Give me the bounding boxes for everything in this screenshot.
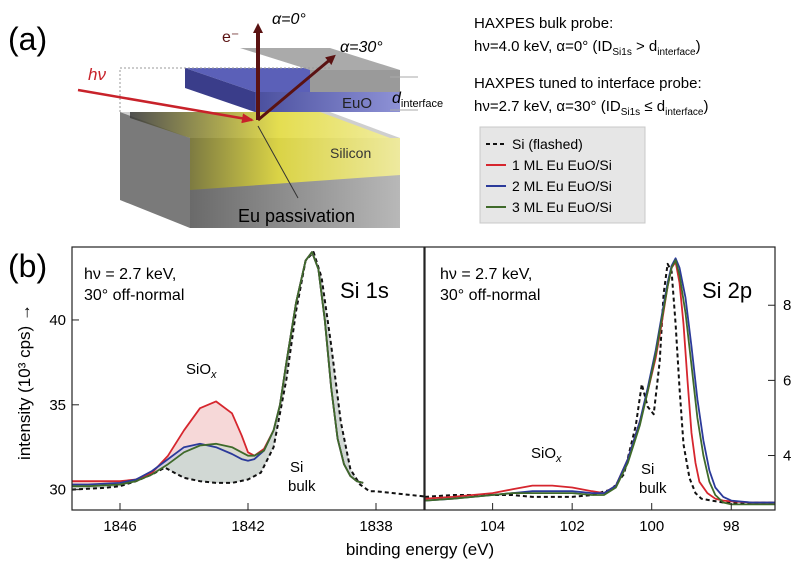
panel-a-label: (a) bbox=[8, 21, 47, 57]
chart-si-1s-annotation-1: hν = 2.7 keV, bbox=[84, 266, 176, 283]
si2p-x-tick: 102 bbox=[560, 503, 585, 535]
chart-si-2p-si-label: Si bbox=[641, 461, 654, 478]
sample-schematic: EuO Silicon e⁻ α=0° α=30° hν dinterface … bbox=[77, 11, 443, 228]
chart-si-1s-title: Si 1s bbox=[340, 278, 389, 303]
chart-si-2p-bulk-label: bulk bbox=[639, 480, 667, 497]
euo-front bbox=[255, 92, 400, 112]
euo-label: EuO bbox=[342, 95, 372, 112]
chart-si-2p-annotation-1: hν = 2.7 keV, bbox=[440, 266, 532, 283]
chart-si-2p-title: Si 2p bbox=[702, 278, 752, 303]
si1s-series-3 bbox=[72, 251, 364, 488]
legend-label: 1 ML Eu EuO/Si bbox=[512, 157, 612, 173]
electron-label: e⁻ bbox=[222, 29, 239, 46]
chart-si-2p-annotation-2: 30° off-normal bbox=[440, 287, 540, 304]
si2p-x-tick-label: 100 bbox=[639, 518, 664, 535]
chart-si-2p-siox-label: SiOx bbox=[531, 445, 562, 465]
si1s-y-tick-label: 35 bbox=[49, 397, 66, 414]
probe-description: HAXPES bulk probe: hν=4.0 keV, α=0° (IDS… bbox=[474, 15, 708, 118]
chart-si-1s-annotation-2: 30° off-normal bbox=[84, 287, 184, 304]
d-interface-label: dinterface bbox=[392, 90, 443, 110]
chart-si-1s-si-label: Si bbox=[290, 459, 303, 476]
photon-arrow bbox=[77, 88, 254, 124]
si2p-x-tick: 104 bbox=[480, 503, 505, 535]
hv-label: hν bbox=[88, 65, 106, 84]
si1s-y-tick: 35 bbox=[49, 397, 79, 414]
si1s-series-0 bbox=[72, 251, 424, 498]
si1s-y-tick-label: 30 bbox=[49, 482, 66, 499]
cap-top bbox=[240, 48, 400, 70]
si1s-x-tick-label: 1842 bbox=[231, 518, 264, 535]
si2p-y-tick: 8 bbox=[768, 297, 791, 314]
si1s-x-tick-label: 1838 bbox=[359, 518, 392, 535]
legend-label: 2 ML Eu EuO/Si bbox=[512, 178, 612, 194]
legend-label: 3 ML Eu EuO/Si bbox=[512, 199, 612, 215]
y-axis-label: intensity (10³ cps) → bbox=[15, 304, 34, 460]
panel-a: (a) EuO Silicon bbox=[8, 11, 708, 228]
alpha30-label: α=30° bbox=[340, 39, 383, 56]
si2p-y-tick: 6 bbox=[768, 372, 791, 389]
chart-si-1s-bulk-label: bulk bbox=[288, 478, 316, 495]
si2p-x-tick-label: 104 bbox=[480, 518, 505, 535]
silicon-label: Silicon bbox=[330, 145, 371, 161]
si2p-series-0 bbox=[425, 262, 775, 504]
si2p-y-tick-label: 6 bbox=[783, 372, 791, 389]
legend: Si (flashed) 1 ML Eu EuO/Si 2 ML Eu EuO/Si… bbox=[479, 126, 646, 224]
alpha30-arrow bbox=[257, 54, 336, 122]
si2p-x-tick: 100 bbox=[639, 503, 664, 535]
interface-probe-title: HAXPES tuned to interface probe: bbox=[474, 75, 702, 92]
interface-glow bbox=[130, 112, 400, 190]
legend-label: Si (flashed) bbox=[512, 136, 583, 152]
legend-box bbox=[479, 126, 646, 224]
chart-si-1s-frame bbox=[71, 246, 425, 511]
interface-probe-line: hν=2.7 keV, α=30° (IDSi1s ≤ dinterface) bbox=[474, 98, 708, 118]
chart-si-1s-siox-label: SiOx bbox=[186, 361, 217, 381]
si2p-x-tick-label: 98 bbox=[723, 518, 740, 535]
bulk-probe-title: HAXPES bulk probe: bbox=[474, 15, 613, 32]
eu-passivation-label: Eu passivation bbox=[238, 206, 355, 226]
si1s-x-tick-label: 1846 bbox=[103, 518, 136, 535]
si1s-x-tick: 1846 bbox=[103, 503, 137, 535]
bulk-probe-line: hν=4.0 keV, α=0° (IDSi1s > dinterface) bbox=[474, 38, 701, 58]
si2p-x-tick: 98 bbox=[723, 503, 740, 535]
si1s-y-tick: 30 bbox=[49, 482, 79, 499]
passivation-pointer bbox=[257, 125, 299, 199]
euo-side bbox=[185, 68, 255, 112]
panel-b: (b) 1846 1842 1838 30 35 40 Si 1s hν = 2.7 ke… bbox=[8, 246, 791, 559]
si1s-x-tick: 1842 bbox=[231, 503, 265, 535]
legend-item: 2 ML Eu EuO/Si bbox=[486, 178, 612, 194]
si1s-y-tick: 40 bbox=[49, 312, 79, 329]
cap-front bbox=[310, 70, 400, 92]
si2p-y-tick-label: 4 bbox=[783, 448, 791, 465]
si1s-y-tick-label: 40 bbox=[49, 312, 66, 329]
legend-item: Si (flashed) bbox=[486, 136, 583, 152]
legend-item: 3 ML Eu EuO/Si bbox=[486, 199, 612, 215]
si2p-y-tick-label: 8 bbox=[783, 297, 791, 314]
si2p-y-tick: 4 bbox=[768, 448, 791, 465]
si1s-x-tick: 1838 bbox=[359, 503, 393, 535]
chart-si-1s: 1846 1842 1838 30 35 40 Si 1s hν = 2.7 keV, 3… bbox=[49, 246, 425, 535]
alpha0-label: α=0° bbox=[272, 11, 306, 28]
chart-si-2p: 104 102 100 98 4 6 8 Si 2p hν = 2.7 keV, 30° o… bbox=[424, 246, 791, 535]
legend-item: 1 ML Eu EuO/Si bbox=[486, 157, 612, 173]
si1s-area-1 bbox=[72, 252, 364, 490]
panel-b-label: (b) bbox=[8, 248, 47, 284]
si2p-x-tick-label: 102 bbox=[560, 518, 585, 535]
chart-si-2p-frame bbox=[424, 246, 776, 511]
x-axis-label: binding energy (eV) bbox=[346, 540, 494, 559]
si2p-series-3 bbox=[425, 259, 775, 506]
silicon-left-side bbox=[120, 112, 190, 228]
